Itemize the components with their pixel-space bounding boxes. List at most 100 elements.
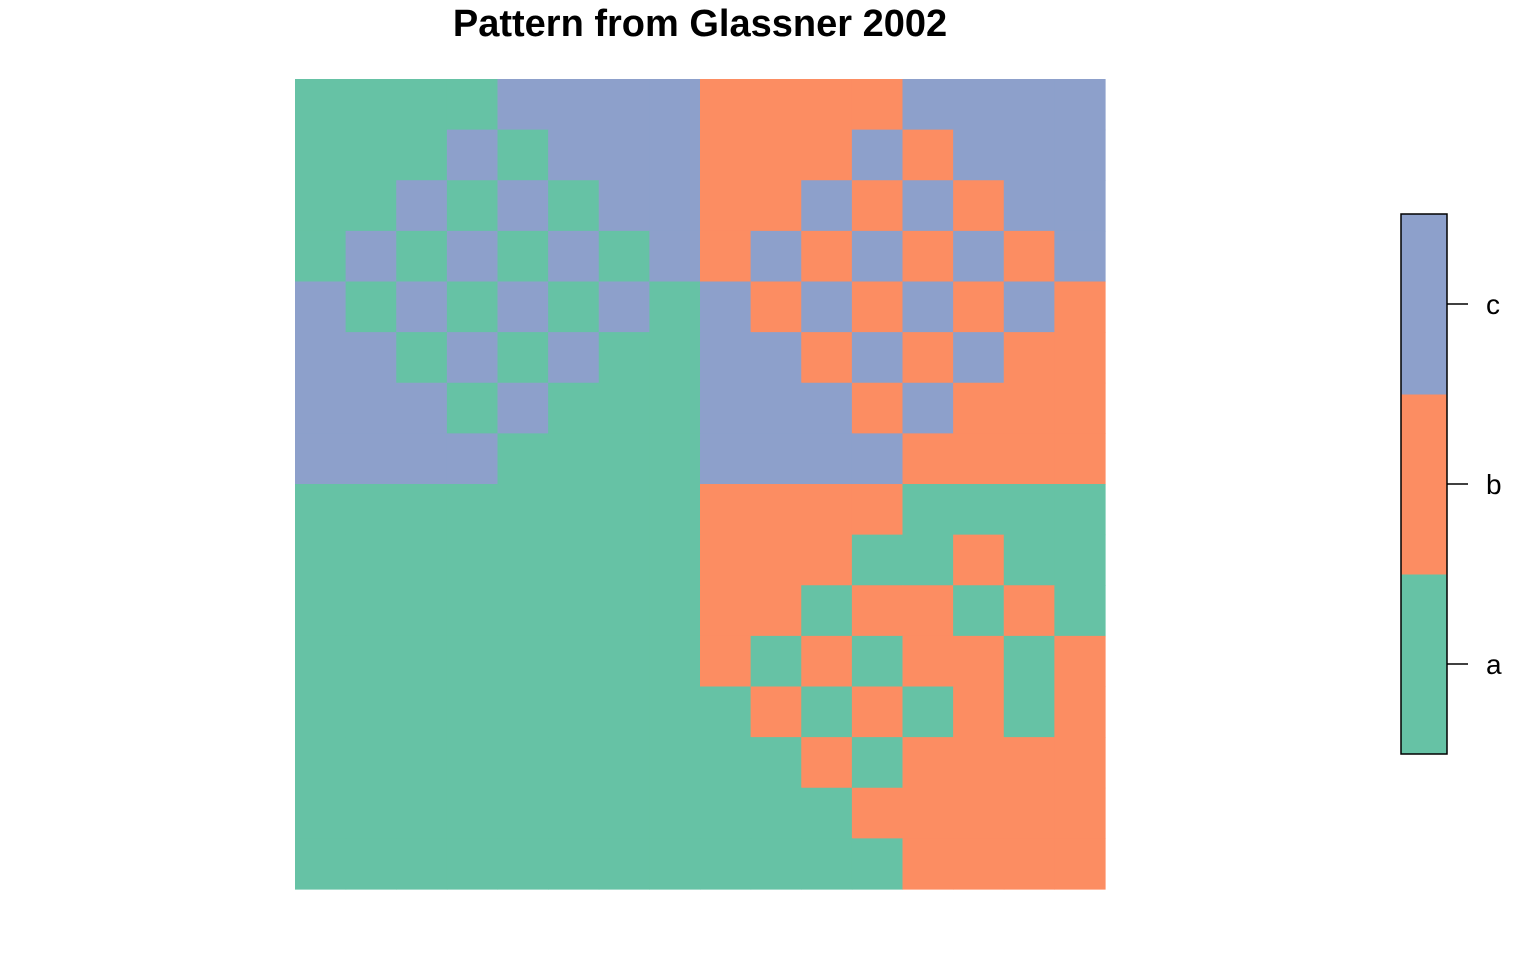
heatmap-cell-c (649, 230, 701, 283)
heatmap-cell-a (548, 686, 600, 738)
heatmap-cell-c (345, 433, 397, 485)
heatmap-cell-c (446, 433, 499, 485)
heatmap-cell-a (1054, 534, 1106, 586)
heatmap-cell-a (396, 635, 448, 688)
heatmap-cell-c (497, 281, 549, 333)
heatmap-cell-c (851, 433, 904, 485)
heatmap-cell-c (1054, 230, 1106, 283)
heatmap-cell-a (497, 787, 549, 839)
heatmap-cell-a (446, 585, 499, 637)
heatmap-cell-c (497, 79, 549, 131)
heatmap-cell-c (598, 180, 650, 232)
heatmap-cell-a (446, 838, 499, 890)
heatmap-cell-a (295, 635, 347, 688)
legend-swatch-c (1401, 214, 1447, 395)
heatmap-cell-c (396, 281, 448, 333)
heatmap-cell-c (953, 230, 1005, 283)
heatmap-cells (295, 79, 1106, 890)
heatmap-cell-a (295, 737, 347, 789)
heatmap-cell-a (598, 230, 650, 283)
heatmap-cell-a (295, 585, 347, 637)
heatmap-cell-c (750, 332, 802, 384)
heatmap-cell-a (598, 737, 650, 789)
heatmap-cell-a (649, 737, 701, 789)
heatmap-cell-a (345, 838, 397, 890)
heatmap-cell-a (446, 281, 499, 333)
heatmap-cell-b (851, 484, 904, 536)
heatmap-cell-c (953, 332, 1005, 384)
heatmap-cell-b (851, 686, 904, 738)
heatmap-cell-a (396, 585, 448, 637)
heatmap-cell-b (700, 230, 752, 283)
heatmap-cell-a (295, 484, 347, 536)
heatmap-cell-b (953, 180, 1005, 232)
heatmap-cell-c (649, 129, 701, 181)
heatmap-cell-a (295, 787, 347, 839)
heatmap-cell-a (345, 686, 397, 738)
heatmap-cell-b (700, 129, 752, 181)
heatmap-cell-a (649, 281, 701, 333)
heatmap-cell-a (446, 737, 499, 789)
heatmap-cell-a (446, 787, 499, 839)
heatmap-cell-b (801, 484, 853, 536)
heatmap-cell-c (801, 180, 853, 232)
heatmap-cell-b (1003, 433, 1055, 485)
heatmap-cell-b (1003, 838, 1055, 890)
heatmap-cell-a (1003, 484, 1055, 536)
heatmap-cell-c (598, 281, 650, 333)
heatmap-cell-a (700, 737, 752, 789)
heatmap-cell-b (851, 382, 904, 434)
heatmap-cell-c (295, 332, 347, 384)
heatmap-cell-a (649, 484, 701, 536)
heatmap-cell-a (953, 484, 1005, 536)
heatmap-cell-b (902, 635, 954, 688)
heatmap-cell-a (345, 484, 397, 536)
heatmap-cell-a (700, 686, 752, 738)
heatmap-cell-a (548, 534, 600, 586)
heatmap-cell-a (598, 585, 650, 637)
heatmap-cell-a (295, 79, 347, 131)
heatmap-cell-a (750, 635, 802, 688)
heatmap-cell-a (497, 686, 549, 738)
heatmap-cell-a (548, 433, 600, 485)
heatmap-cell-a (649, 585, 701, 637)
heatmap-cell-a (902, 686, 954, 738)
heatmap-cell-a (649, 382, 701, 434)
heatmap-cell-b (750, 281, 802, 333)
heatmap-cell-a (295, 534, 347, 586)
heatmap-cell-b (902, 737, 954, 789)
heatmap-cell-a (497, 129, 549, 181)
legend-swatch-a (1401, 574, 1447, 755)
heatmap-cell-a (700, 838, 752, 890)
heatmap-cell-c (1054, 129, 1106, 181)
heatmap-cell-a (1054, 484, 1106, 536)
heatmap-cell-b (851, 180, 904, 232)
heatmap-cell-a (548, 382, 600, 434)
heatmap-cell-b (902, 433, 954, 485)
heatmap-cell-c (851, 230, 904, 283)
heatmap-cell-b (750, 180, 802, 232)
heatmap-cell-c (548, 332, 600, 384)
heatmap-cell-a (598, 787, 650, 839)
heatmap-cell-a (851, 635, 904, 688)
heatmap-cell-b (801, 635, 853, 688)
heatmap-cell-b (1003, 230, 1055, 283)
heatmap-cell-a (396, 230, 448, 283)
heatmap-cell-b (801, 129, 853, 181)
heatmap-cell-b (1003, 585, 1055, 637)
heatmap-cell-a (497, 230, 549, 283)
heatmap-cell-b (700, 534, 752, 586)
heatmap-cell-b (750, 484, 802, 536)
heatmap-cell-c (548, 230, 600, 283)
heatmap-cell-b (801, 230, 853, 283)
heatmap-cell-c (902, 180, 954, 232)
heatmap-cell-a (598, 433, 650, 485)
heatmap-cell-a (497, 635, 549, 688)
heatmap-cell-a (649, 686, 701, 738)
heatmap-cell-a (851, 534, 904, 586)
heatmap-cell-c (953, 79, 1005, 131)
heatmap-cell-b (953, 635, 1005, 688)
heatmap-cell-b (1054, 382, 1106, 434)
heatmap-cell-c (953, 129, 1005, 181)
heatmap-cell-c (295, 281, 347, 333)
